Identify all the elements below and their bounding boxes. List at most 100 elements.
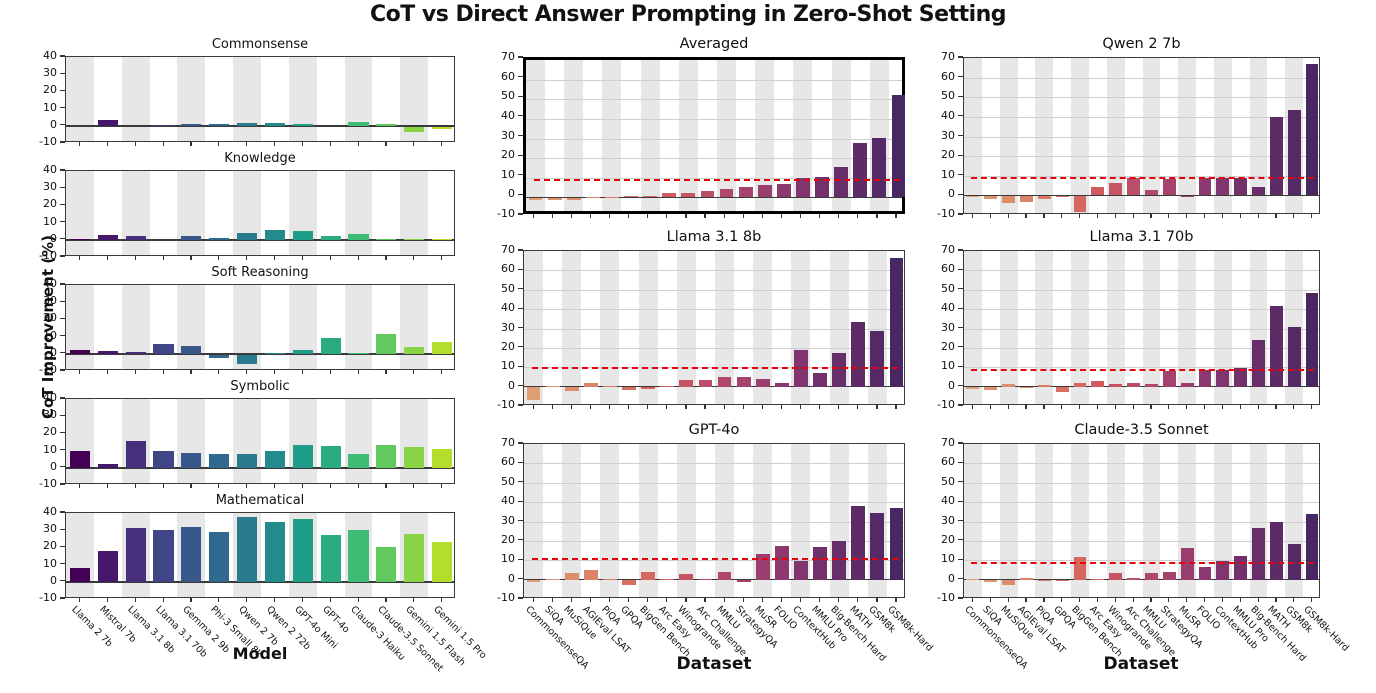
xtick-mark bbox=[329, 598, 331, 602]
chart-plot-knowledge bbox=[65, 170, 455, 256]
bar-gemini-1-5-flash bbox=[404, 126, 425, 132]
xtick-mark bbox=[723, 598, 725, 602]
ytick-mark bbox=[518, 597, 523, 599]
chart-title-soft-reasoning: Soft Reasoning bbox=[211, 265, 309, 280]
xtick-mark bbox=[1025, 214, 1027, 218]
xtick-mark bbox=[1007, 598, 1009, 602]
ytick-label--10: -10 bbox=[497, 398, 515, 411]
ytick-label-20: 20 bbox=[501, 148, 515, 162]
bar-gemini-1-5-pro bbox=[432, 126, 453, 130]
bar-mmlu bbox=[1144, 573, 1158, 580]
average-line bbox=[533, 179, 901, 182]
category-band bbox=[66, 513, 94, 597]
ytick-label-10: 10 bbox=[501, 359, 515, 373]
bar-arc-easy bbox=[660, 578, 675, 580]
bar-qwen-2-7b bbox=[237, 454, 258, 468]
ytick-label-60: 60 bbox=[941, 455, 955, 469]
gridline-50 bbox=[964, 97, 1319, 99]
ytick-label-20: 20 bbox=[941, 532, 955, 546]
ytick-label-30: 30 bbox=[941, 128, 955, 142]
bar-qwen-2-72b bbox=[264, 123, 285, 126]
ytick-mark bbox=[958, 174, 963, 176]
ytick-label-60: 60 bbox=[501, 455, 515, 469]
category-band bbox=[1035, 58, 1054, 213]
xtick-mark bbox=[134, 370, 136, 374]
ytick-mark bbox=[60, 414, 65, 416]
xtick-mark bbox=[1186, 598, 1188, 602]
category-band bbox=[1213, 444, 1232, 597]
xtick-mark bbox=[106, 256, 108, 260]
xtick-mark bbox=[162, 256, 164, 260]
bar-llama-3-1-8b bbox=[125, 236, 146, 240]
chart-plot-llama-3-1-8b bbox=[523, 250, 905, 405]
xtick-mark bbox=[628, 598, 630, 602]
bar-llama-3-1-8b bbox=[125, 527, 146, 582]
xtick-mark bbox=[1096, 214, 1099, 218]
bar-phi-3-small-8k bbox=[209, 531, 230, 582]
xtick-mark bbox=[1079, 405, 1081, 409]
ytick-mark bbox=[518, 519, 523, 522]
xtick-mark bbox=[628, 214, 630, 218]
xtick-mark bbox=[1043, 405, 1045, 409]
xtick-mark bbox=[742, 405, 744, 409]
gridline-40 bbox=[964, 309, 1319, 311]
xtick-mark bbox=[1043, 598, 1045, 602]
xtick-mark bbox=[1132, 214, 1134, 218]
ytick-label-40: 40 bbox=[43, 277, 57, 290]
ytick-label-10: 10 bbox=[501, 552, 515, 566]
xtick-mark bbox=[551, 405, 553, 409]
xtick-mark bbox=[1061, 214, 1063, 218]
xtick-mark bbox=[134, 598, 136, 602]
ytick-mark bbox=[958, 578, 963, 580]
ytick-label-30: 30 bbox=[43, 180, 57, 194]
chart-title-llama-3-1-70b: Llama 3.1 70b bbox=[1089, 229, 1194, 245]
ytick-label-0: 0 bbox=[50, 231, 57, 245]
xtick-mark bbox=[799, 214, 802, 218]
ytick-mark bbox=[958, 442, 963, 444]
xtick-mark bbox=[628, 405, 630, 409]
xtick-mark bbox=[413, 142, 415, 146]
xtick-mark bbox=[1275, 598, 1277, 602]
xtick-mark bbox=[106, 142, 108, 146]
xtick-mark bbox=[799, 405, 802, 409]
xtick-mark bbox=[78, 484, 81, 488]
xtick-mark bbox=[78, 370, 81, 374]
ytick-label-10: 10 bbox=[501, 167, 515, 181]
bar-mmlu-pro bbox=[815, 177, 829, 198]
bar-strategyqa bbox=[736, 376, 751, 387]
bar-llama-2-7b bbox=[69, 238, 90, 240]
bar-gsm8k bbox=[872, 137, 887, 198]
ytick-label-40: 40 bbox=[941, 301, 955, 315]
bar-qwen-2-72b bbox=[264, 229, 285, 240]
xtick-mark bbox=[218, 484, 220, 488]
category-band bbox=[233, 57, 261, 141]
xtick-mark bbox=[780, 214, 783, 218]
gridline-20 bbox=[964, 540, 1319, 542]
bar-gpt-4o bbox=[320, 235, 341, 240]
xtick-mark bbox=[134, 256, 136, 260]
xtick-mark bbox=[441, 256, 443, 260]
ytick-mark bbox=[60, 255, 65, 257]
ytick-label-70: 70 bbox=[501, 436, 515, 449]
xtick-mark bbox=[971, 598, 974, 602]
ytick-mark bbox=[518, 213, 523, 215]
ytick-mark bbox=[60, 397, 65, 399]
xtick-mark bbox=[273, 256, 276, 260]
bar-commonsenseqa bbox=[526, 387, 541, 401]
bar-biggen-bench bbox=[1073, 196, 1087, 212]
ytick-label-60: 60 bbox=[941, 262, 955, 276]
bar-musique bbox=[1002, 383, 1016, 387]
xtick-mark bbox=[218, 370, 220, 374]
ytick-mark bbox=[518, 385, 523, 387]
category-band bbox=[676, 251, 696, 404]
bar-gsm8k bbox=[870, 513, 885, 580]
bar-musr bbox=[755, 554, 770, 580]
xtick-mark bbox=[246, 370, 248, 374]
bar-siqa bbox=[545, 579, 560, 581]
bar-agieval-lsat bbox=[1020, 577, 1033, 580]
bar-mistral-7b bbox=[97, 234, 118, 240]
ytick-label-0: 0 bbox=[50, 117, 57, 131]
bar-gemma-2-9b bbox=[181, 453, 202, 468]
xtick-mark bbox=[301, 484, 303, 488]
xtick-mark bbox=[246, 256, 248, 260]
